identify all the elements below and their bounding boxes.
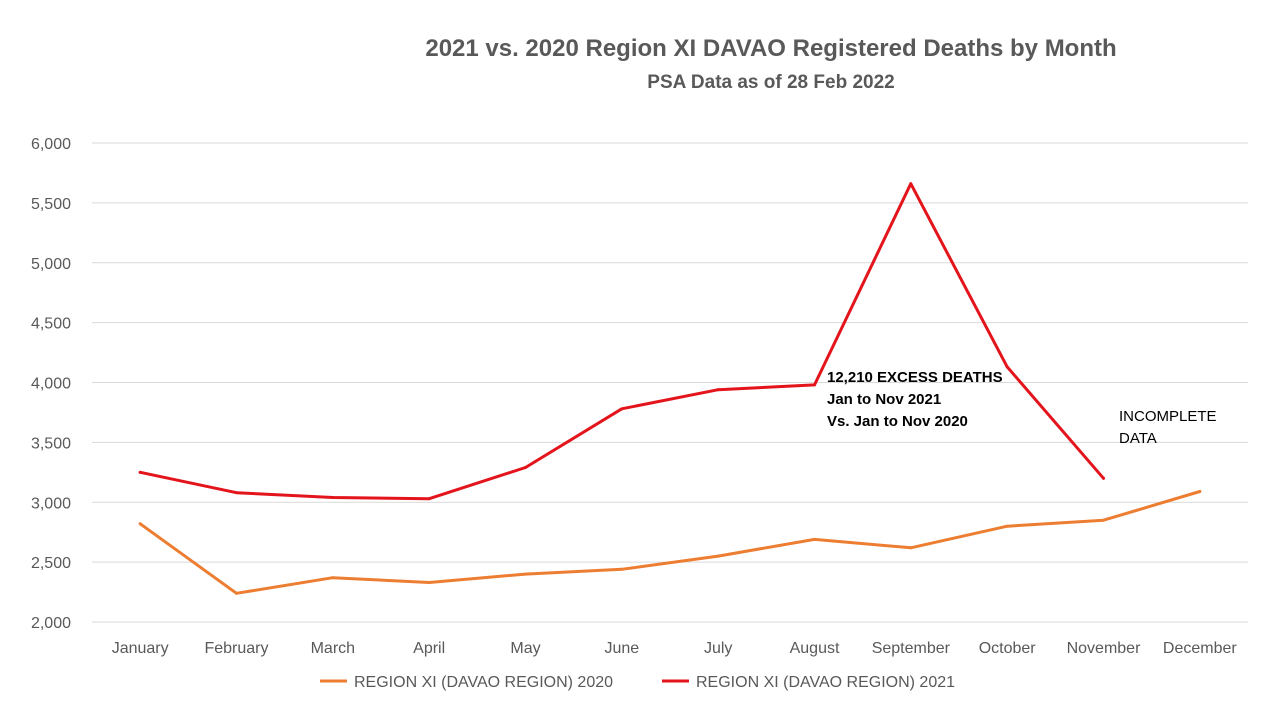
data-point-2-september (909, 182, 913, 186)
data-point-2-november (1102, 476, 1105, 480)
x-tick-label-february: February (204, 640, 268, 657)
x-tick-label-may: May (510, 640, 540, 657)
x-tick-label-june: June (604, 640, 639, 657)
data-point-2-october (1005, 365, 1009, 369)
data-point-1-august (813, 537, 816, 541)
data-point-1-february (235, 591, 238, 595)
data-point-1-april (427, 580, 431, 584)
series-1 (138, 489, 1202, 595)
y-tick-label: 5,500 (31, 196, 71, 213)
data-point-2-may (524, 466, 527, 470)
series-line-1 (138, 490, 1202, 595)
x-tick-label-july: July (704, 640, 732, 657)
data-point-1-december (1198, 489, 1202, 493)
data-point-1-january (138, 522, 142, 526)
legend-label: REGION XI (DAVAO REGION) 2021 (696, 674, 955, 691)
x-tick-label-december: December (1163, 640, 1237, 657)
y-tick-label: 3,000 (31, 495, 71, 512)
data-point-1-september (909, 546, 913, 550)
x-axis: January February March April May June July Augu… (112, 640, 1238, 657)
y-tick-label: 5,000 (31, 256, 71, 273)
data-point-2-february (235, 491, 238, 495)
data-point-2-april (427, 497, 431, 501)
annotation-excess: 12,210 EXCESS DEATHS Jan to Nov 2021 Vs. J… (827, 369, 1003, 430)
x-tick-label-october: October (979, 640, 1037, 657)
data-point-2-august (813, 383, 816, 387)
series-group (138, 182, 1202, 595)
x-tick-label-august: August (790, 640, 840, 657)
annotations: 12,210 EXCESS DEATHS Jan to Nov 2021 Vs. J… (827, 369, 1217, 447)
annotation-line: Jan to Nov 2021 (827, 391, 941, 408)
data-point-1-may (524, 572, 527, 576)
legend: REGION XI (DAVAO REGION) 2020 REGION XI (… (320, 674, 955, 691)
data-point-2-july (716, 388, 720, 392)
data-point-1-june (620, 567, 624, 571)
x-tick-label-january: January (112, 640, 169, 657)
data-point-2-march (331, 495, 335, 499)
data-point-1-july (716, 554, 720, 558)
chart-title: 2021 vs. 2020 Region XI DAVAO Registered… (425, 35, 1116, 62)
data-point-2-january (138, 470, 142, 474)
y-axis: 2,000 2,500 3,000 3,500 4,000 4,500 5,000 5,500… (31, 136, 71, 632)
legend-item-2: REGION XI (DAVAO REGION) 2021 (662, 674, 955, 691)
y-tick-label: 4,000 (31, 376, 71, 393)
data-point-1-november (1102, 518, 1105, 522)
data-point-1-october (1005, 524, 1009, 528)
series-line-2 (138, 182, 1105, 501)
legend-item-1: REGION XI (DAVAO REGION) 2020 (320, 674, 613, 691)
chart-subtitle: PSA Data as of 28 Feb 2022 (647, 72, 894, 93)
annotation-line: Vs. Jan to Nov 2020 (827, 413, 968, 430)
x-tick-label-march: March (311, 640, 355, 657)
series-2 (138, 182, 1105, 501)
annotation-line: DATA (1119, 430, 1157, 447)
x-tick-label-april: April (413, 640, 445, 657)
y-tick-label: 4,500 (31, 316, 71, 333)
data-point-2-june (620, 407, 624, 411)
legend-label: REGION XI (DAVAO REGION) 2020 (354, 674, 613, 691)
y-tick-label: 6,000 (31, 136, 71, 153)
y-tick-label: 2,500 (31, 555, 71, 572)
data-point-1-march (331, 576, 335, 580)
x-tick-label-september: September (872, 640, 951, 657)
y-tick-label: 3,500 (31, 435, 71, 452)
x-tick-label-november: November (1067, 640, 1141, 657)
y-tick-label: 2,000 (31, 615, 71, 632)
annotation-incomplete: INCOMPLETE DATA (1119, 408, 1217, 447)
annotation-line: INCOMPLETE (1119, 408, 1217, 425)
annotation-line: 12,210 EXCESS DEATHS (827, 369, 1003, 386)
gridlines (92, 142, 1248, 623)
